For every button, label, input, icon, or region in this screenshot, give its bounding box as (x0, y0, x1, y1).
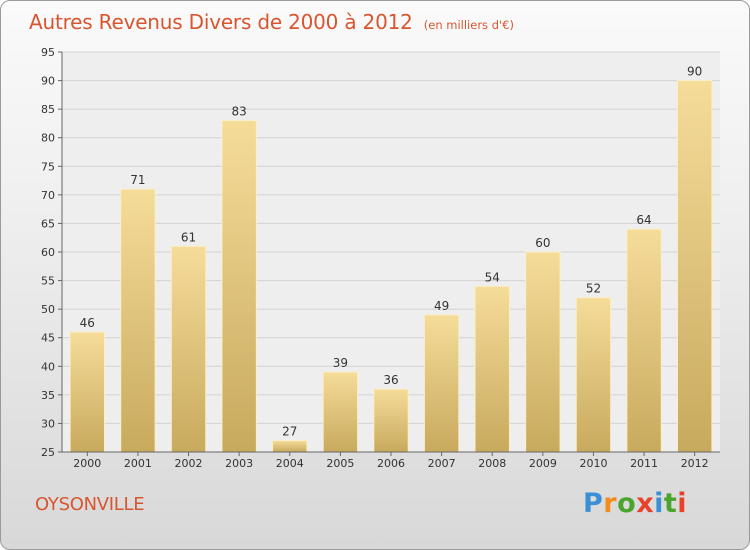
bars (69, 80, 713, 453)
labels: 25 30 35 40 45 50 55 60 65 70 75 80 85 90 95 46 2000 71 20… (41, 46, 709, 470)
chart-unit-note: (en milliers d'€) (423, 18, 514, 32)
value-label-2007: 49 (434, 299, 449, 313)
bar-2010 (575, 297, 612, 453)
value-label-2000: 46 (80, 316, 95, 330)
logo-letter: P (583, 488, 604, 519)
value-label-2008: 54 (485, 270, 500, 284)
bar-2007 (423, 314, 460, 453)
x-tick-label-2009: 2009 (529, 457, 557, 470)
chart-title: Autres Revenus Divers de 2000 à 2012 (29, 10, 413, 34)
chart-title-block: Autres Revenus Divers de 2000 à 2012 (en… (29, 10, 514, 34)
bar-2006 (373, 388, 409, 453)
x-tick-label-2010: 2010 (579, 457, 607, 470)
bar-2002 (170, 245, 207, 453)
bar-2005 (322, 371, 359, 453)
value-label-2012: 90 (687, 65, 702, 79)
value-label-2011: 64 (636, 213, 651, 227)
y-tick-label: 95 (41, 46, 55, 59)
bar-2000 (69, 331, 106, 453)
value-label-2003: 83 (232, 105, 247, 119)
axes (58, 51, 720, 456)
y-tick-label: 30 (41, 417, 55, 430)
value-label-2001: 71 (130, 173, 145, 187)
x-tick-label-2002: 2002 (175, 457, 203, 470)
value-label-2006: 36 (383, 373, 398, 387)
y-tick-label: 55 (41, 275, 55, 288)
logo-letter: r (603, 488, 618, 519)
x-tick-label-2012: 2012 (681, 457, 709, 470)
y-tick-label: 40 (41, 360, 55, 373)
x-tick-label-2006: 2006 (377, 457, 405, 470)
x-tick-label-2007: 2007 (428, 457, 456, 470)
x-tick-label-2005: 2005 (326, 457, 354, 470)
x-tick-label-2000: 2000 (73, 457, 101, 470)
logo-letter: x (636, 488, 655, 519)
logo-letter: i (654, 488, 664, 519)
x-tick-label-2011: 2011 (630, 457, 658, 470)
y-tick-label: 35 (41, 389, 55, 402)
value-label-2010: 52 (586, 282, 601, 296)
value-label-2002: 61 (181, 230, 196, 244)
bar-2011 (626, 228, 662, 453)
y-tick-label: 60 (41, 246, 55, 259)
y-tick-label: 85 (41, 103, 55, 116)
y-tick-label: 45 (41, 332, 55, 345)
y-tick-label: 70 (41, 189, 55, 202)
proxiti-logo: Proxiti (583, 488, 687, 519)
bar-2012 (676, 80, 713, 453)
y-tick-label: 75 (41, 160, 55, 173)
bar-2008 (474, 285, 510, 453)
value-label-2009: 60 (535, 236, 550, 250)
x-tick-label-2001: 2001 (124, 457, 152, 470)
x-tick-label-2004: 2004 (276, 457, 304, 470)
town-name: OYSONVILLE (35, 494, 145, 515)
y-tick-label: 50 (41, 303, 55, 316)
logo-letter: i (677, 488, 688, 519)
y-tick-label: 25 (41, 446, 55, 459)
value-label-2005: 39 (333, 356, 348, 370)
bar-2001 (120, 188, 156, 453)
value-label-2004: 27 (282, 425, 297, 439)
y-tick-label: 80 (41, 132, 55, 145)
bar-2004 (272, 440, 308, 453)
y-tick-label: 65 (41, 217, 55, 230)
logo-letter: t (663, 488, 678, 519)
y-tick-label: 90 (41, 75, 55, 88)
logo-letter: o (617, 488, 637, 519)
x-tick-label-2003: 2003 (225, 457, 253, 470)
x-tick-label-2008: 2008 (478, 457, 506, 470)
bar-2003 (221, 120, 257, 453)
bar-2009 (525, 251, 561, 453)
